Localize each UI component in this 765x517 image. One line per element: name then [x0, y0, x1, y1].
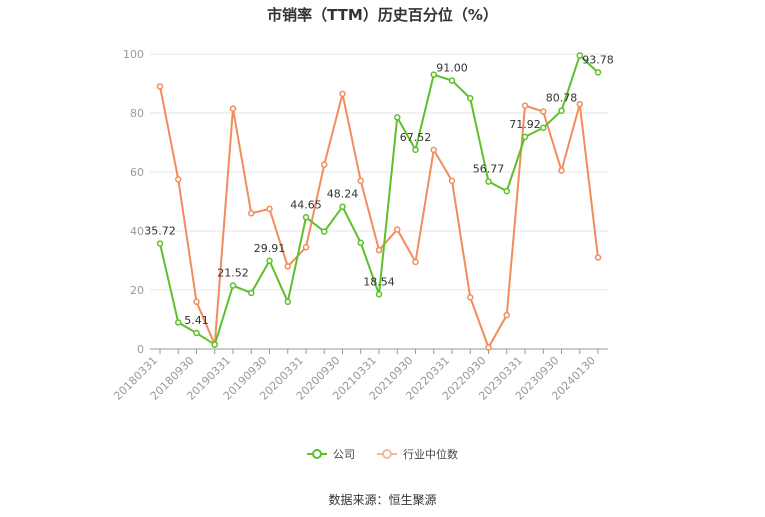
- data-point-company[interactable]: [321, 228, 328, 235]
- data-label: 18.54: [363, 275, 395, 288]
- data-label: 5.41: [184, 314, 209, 327]
- y-tick-label: 20: [130, 284, 144, 297]
- data-point-industry-median[interactable]: [558, 167, 565, 174]
- legend-label-company: 公司: [333, 448, 355, 461]
- chart-title: 市销率（TTM）历史百分位（%）: [267, 6, 498, 24]
- series-lines: [159, 54, 599, 349]
- data-point-company[interactable]: [558, 107, 565, 114]
- data-point-company[interactable]: [193, 329, 200, 337]
- data-point-company[interactable]: [266, 257, 273, 265]
- y-tick-label: 0: [137, 343, 144, 356]
- data-point-industry-median[interactable]: [175, 176, 182, 183]
- data-point-company[interactable]: [594, 69, 602, 76]
- data-point-company[interactable]: [521, 133, 529, 141]
- data-point-industry-median[interactable]: [594, 254, 602, 261]
- data-point-industry-median[interactable]: [193, 298, 200, 306]
- data-point-industry-median[interactable]: [321, 161, 328, 168]
- data-label: 29.91: [254, 242, 286, 255]
- data-point-company[interactable]: [175, 319, 182, 326]
- grid-lines: [150, 53, 608, 291]
- data-point-industry-median[interactable]: [248, 210, 255, 217]
- data-point-company[interactable]: [503, 187, 510, 195]
- legend-swatch-company-icon: [307, 449, 327, 459]
- data-label: 71.92: [509, 118, 541, 131]
- data-point-industry-median[interactable]: [266, 205, 273, 213]
- chart-legend: 公司 行业中位数: [0, 446, 765, 462]
- data-point-company[interactable]: [540, 124, 547, 131]
- data-point-company[interactable]: [229, 282, 237, 289]
- data-point-industry-median[interactable]: [485, 344, 492, 351]
- legend-item-company[interactable]: 公司: [307, 446, 355, 462]
- data-points: [156, 52, 602, 351]
- data-point-industry-median[interactable]: [302, 243, 310, 251]
- data-point-industry-median[interactable]: [467, 294, 474, 301]
- data-point-industry-median[interactable]: [448, 177, 456, 185]
- data-point-company[interactable]: [284, 298, 291, 306]
- data-point-company[interactable]: [375, 291, 383, 298]
- data-point-company[interactable]: [357, 239, 364, 247]
- data-point-industry-median[interactable]: [229, 105, 237, 112]
- data-point-industry-median[interactable]: [284, 263, 291, 270]
- data-point-company[interactable]: [467, 95, 474, 102]
- data-point-industry-median[interactable]: [540, 108, 547, 115]
- chart-plot-area: 0 20 40 60 80 100 201803312018093020190331201…: [111, 48, 614, 403]
- data-point-company[interactable]: [211, 341, 218, 348]
- data-point-industry-median[interactable]: [430, 146, 437, 154]
- y-tick-label: 60: [130, 166, 144, 179]
- data-point-company[interactable]: [576, 52, 583, 59]
- data-point-industry-median[interactable]: [339, 90, 346, 98]
- data-point-company[interactable]: [394, 114, 401, 121]
- data-point-industry-median[interactable]: [156, 83, 164, 90]
- data-point-company[interactable]: [339, 203, 346, 210]
- data-label: 80.78: [546, 92, 578, 105]
- y-tick-label: 80: [130, 107, 144, 120]
- data-point-industry-median[interactable]: [412, 258, 419, 266]
- data-point-company[interactable]: [302, 214, 310, 221]
- legend-swatch-industry-median-icon: [377, 449, 397, 459]
- data-point-industry-median[interactable]: [503, 311, 510, 319]
- data-point-company[interactable]: [430, 71, 437, 78]
- data-point-industry-median[interactable]: [357, 177, 364, 185]
- data-label: 44.65: [290, 198, 322, 211]
- data-label: 48.24: [327, 188, 359, 201]
- y-tick-label: 40: [130, 225, 144, 238]
- data-point-industry-median[interactable]: [394, 226, 401, 233]
- data-point-company[interactable]: [448, 77, 456, 84]
- data-label: 35.72: [144, 225, 176, 238]
- x-axis: 2018033120180930201903312019093020200331…: [111, 348, 608, 403]
- y-axis: 0 20 40 60 80 100: [123, 48, 144, 356]
- y-tick-label: 100: [123, 48, 144, 61]
- legend-label-industry-median: 行业中位数: [403, 448, 458, 461]
- data-label: 56.77: [473, 163, 505, 176]
- data-source: 数据来源：恒生聚源: [328, 493, 437, 507]
- legend-item-industry-median[interactable]: 行业中位数: [377, 446, 458, 462]
- data-point-company[interactable]: [248, 289, 255, 297]
- data-label: 91.00: [436, 62, 468, 75]
- data-point-industry-median[interactable]: [375, 246, 383, 254]
- data-point-company[interactable]: [412, 146, 419, 154]
- data-point-company[interactable]: [156, 240, 164, 247]
- data-label: 67.52: [400, 131, 432, 144]
- data-point-industry-median[interactable]: [521, 102, 529, 109]
- data-point-company[interactable]: [485, 178, 492, 185]
- data-label: 93.78: [582, 53, 614, 66]
- data-point-industry-median[interactable]: [576, 100, 583, 108]
- data-label: 21.52: [217, 267, 249, 280]
- data-labels: 35.72 5.41 21.52 29.91 44.65 48.24 18.54 67.52 9…: [144, 53, 614, 327]
